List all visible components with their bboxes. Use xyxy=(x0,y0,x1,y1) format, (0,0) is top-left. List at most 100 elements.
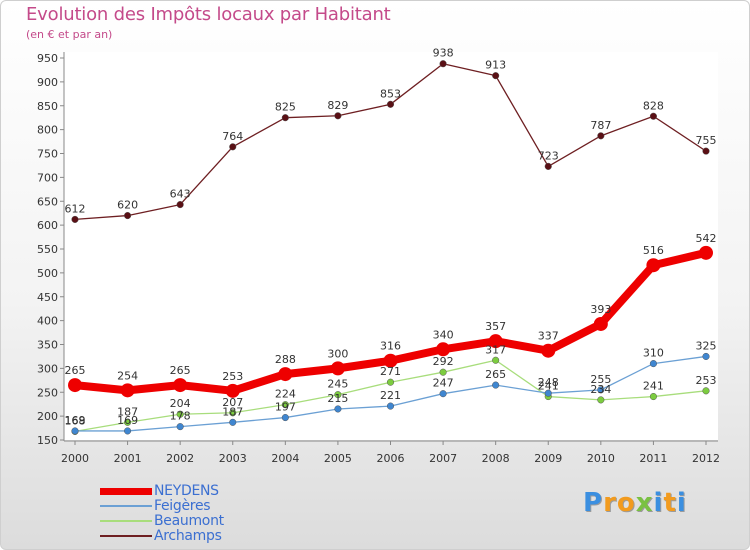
data-label: 234 xyxy=(590,383,611,396)
y-tick-label: 300 xyxy=(37,362,58,375)
logo-letter: i xyxy=(653,488,664,518)
y-tick-label: 900 xyxy=(37,76,58,89)
data-label: 938 xyxy=(433,47,454,60)
data-label: 247 xyxy=(433,377,454,390)
x-tick-label: 2006 xyxy=(377,452,405,465)
y-tick-label: 800 xyxy=(37,124,58,137)
data-point xyxy=(278,367,293,382)
y-tick-label: 600 xyxy=(37,219,58,232)
data-label: 643 xyxy=(170,188,191,201)
data-point xyxy=(225,383,240,398)
data-point xyxy=(544,162,552,170)
plot-area xyxy=(64,52,718,440)
data-point xyxy=(176,201,184,209)
data-label: 825 xyxy=(275,101,296,114)
y-tick-label: 750 xyxy=(37,148,58,161)
data-label: 253 xyxy=(222,370,243,383)
data-point xyxy=(383,353,398,368)
data-label: 310 xyxy=(643,347,664,360)
logo-letter: P xyxy=(583,488,604,518)
data-point xyxy=(71,215,79,223)
x-tick-label: 2010 xyxy=(587,452,615,465)
data-label: 288 xyxy=(275,353,296,366)
data-label: 221 xyxy=(380,389,401,402)
data-point xyxy=(593,316,608,331)
data-point xyxy=(702,147,710,155)
y-tick-label: 350 xyxy=(37,339,58,352)
y-tick-label: 550 xyxy=(37,243,58,256)
legend-label: Feigères xyxy=(154,498,211,514)
data-point xyxy=(120,383,135,398)
data-label: 516 xyxy=(643,244,664,257)
data-label: 337 xyxy=(538,330,559,343)
y-tick-label: 950 xyxy=(37,52,58,65)
y-tick-label: 450 xyxy=(37,291,58,304)
data-label: 187 xyxy=(117,405,138,418)
data-label: 224 xyxy=(275,388,296,401)
data-point xyxy=(124,427,132,435)
data-point xyxy=(124,212,132,220)
data-label: 300 xyxy=(327,347,348,360)
legend-swatch xyxy=(100,520,152,522)
data-label: 253 xyxy=(696,374,717,387)
legend-swatch xyxy=(100,535,152,537)
data-point xyxy=(173,378,188,393)
data-label: 853 xyxy=(380,87,401,100)
data-point xyxy=(492,72,500,80)
data-point xyxy=(702,387,710,395)
x-tick-label: 2002 xyxy=(166,452,194,465)
data-point xyxy=(124,418,132,426)
data-label: 169 xyxy=(65,414,86,427)
y-tick-label: 150 xyxy=(37,434,58,447)
data-label: 169 xyxy=(117,414,138,427)
x-tick-label: 2008 xyxy=(482,452,510,465)
legend-label: Beaumont xyxy=(154,513,224,529)
data-label: 316 xyxy=(380,340,401,353)
proxiti-logo: Proxiti xyxy=(583,488,687,518)
data-point xyxy=(436,342,451,357)
data-label: 829 xyxy=(327,99,348,112)
data-point xyxy=(699,245,713,260)
x-tick-label: 2007 xyxy=(429,452,457,465)
data-point xyxy=(597,132,605,140)
data-point xyxy=(646,258,661,273)
data-label: 271 xyxy=(380,365,401,378)
x-tick-label: 2012 xyxy=(692,452,720,465)
data-point xyxy=(229,418,237,426)
data-point xyxy=(229,143,237,151)
data-point xyxy=(229,409,237,417)
data-label: 913 xyxy=(485,59,506,72)
y-tick-label: 250 xyxy=(37,386,58,399)
data-point xyxy=(439,390,447,398)
data-point xyxy=(649,360,657,368)
data-label: 620 xyxy=(117,199,138,212)
data-point xyxy=(492,381,500,389)
data-point xyxy=(386,378,395,386)
data-label: 241 xyxy=(538,380,559,393)
data-point xyxy=(68,378,82,393)
x-tick-label: 2011 xyxy=(639,452,667,465)
data-label: 265 xyxy=(65,364,86,377)
data-point xyxy=(71,427,79,435)
x-tick-label: 2005 xyxy=(324,452,352,465)
data-label: 204 xyxy=(170,397,191,410)
y-tick-label: 500 xyxy=(37,267,58,280)
y-tick-label: 200 xyxy=(37,410,58,423)
x-tick-label: 2004 xyxy=(271,452,299,465)
data-point xyxy=(488,334,503,349)
x-tick-label: 2009 xyxy=(534,452,562,465)
data-label: 245 xyxy=(327,378,348,391)
data-label: 317 xyxy=(485,343,506,356)
data-point xyxy=(597,386,605,394)
x-tick-label: 2000 xyxy=(61,452,89,465)
data-point xyxy=(281,414,289,422)
data-point xyxy=(281,114,289,122)
chart-subtitle: (en € et par an) xyxy=(26,28,113,41)
data-point xyxy=(544,389,552,397)
data-point xyxy=(386,100,395,108)
data-label: 241 xyxy=(643,380,664,393)
data-point xyxy=(649,112,657,120)
data-point xyxy=(439,368,447,376)
logo-letter: t xyxy=(663,488,677,518)
